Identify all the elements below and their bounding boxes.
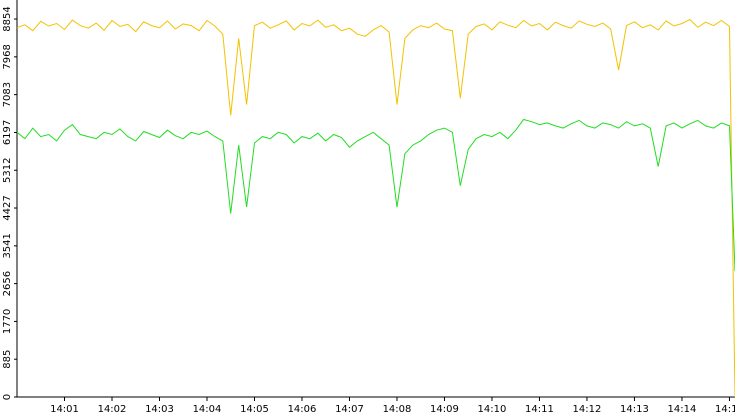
- x-tick-label: 14:05: [240, 404, 269, 415]
- x-tick-label: 14:03: [145, 404, 174, 415]
- x-tick-label: 14:09: [430, 404, 459, 415]
- x-tick-label: 14:02: [98, 404, 127, 415]
- y-tick-label: 5312: [2, 158, 13, 183]
- x-tick-label: 14:15: [715, 404, 735, 415]
- x-tick-label: 14:10: [478, 404, 507, 415]
- x-tick-label: 14:13: [620, 404, 649, 415]
- x-tick-label: 14:08: [383, 404, 412, 415]
- y-tick-label: 885: [2, 350, 13, 369]
- series-line: [16, 118, 735, 272]
- y-tick-label: 4427: [2, 195, 13, 220]
- x-tick-label: 14:11: [525, 404, 554, 415]
- x-tick-label: 14:14: [668, 404, 697, 415]
- y-tick-label: 1770: [2, 309, 13, 334]
- x-tick-label: 14:07: [335, 404, 364, 415]
- x-tick-label: 14:04: [193, 404, 222, 415]
- x-tick-label: 14:06: [288, 404, 317, 415]
- x-tick-label: 14:01: [50, 404, 79, 415]
- y-tick-label: 8854: [2, 6, 13, 31]
- y-tick-label: 0: [2, 394, 13, 400]
- y-tick-label: 6197: [2, 120, 13, 145]
- y-tick-label: 7083: [2, 82, 13, 107]
- y-tick-label: 2656: [2, 271, 13, 296]
- x-tick-label: 14:12: [573, 404, 602, 415]
- series-line: [16, 18, 735, 398]
- y-tick-label: 7968: [2, 44, 13, 69]
- y-tick-label: 3541: [2, 233, 13, 258]
